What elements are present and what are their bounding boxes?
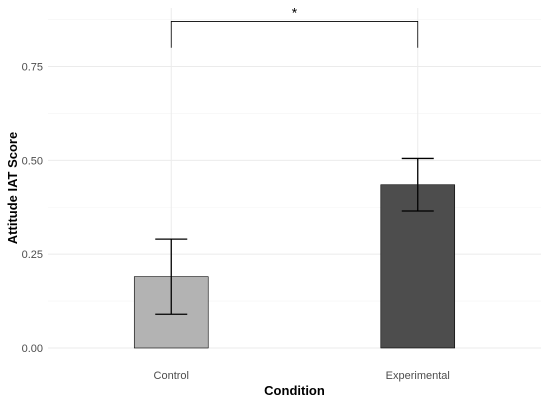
y-tick-label: 0.75 (22, 62, 43, 74)
y-tick-label: 0.00 (22, 343, 43, 355)
significance-line (170, 21, 419, 48)
x-axis-title: Condition (264, 383, 325, 398)
error-bar-experimental (401, 157, 434, 212)
significance-bracket: * (170, 4, 419, 48)
y-tick-labels: 0.00 0.25 0.50 0.75 (22, 62, 43, 356)
significance-label: * (292, 4, 298, 20)
x-tick-labels: Control Experimental (154, 370, 450, 382)
error-bars (155, 157, 434, 315)
y-tick-label: 0.50 (22, 155, 43, 167)
x-tick-label: Experimental (386, 370, 450, 382)
x-tick-label: Control (154, 370, 189, 382)
error-bar-control (155, 238, 188, 315)
y-tick-label: 0.25 (22, 249, 43, 261)
y-axis-title: Attitude IAT Score (5, 132, 20, 244)
bar-experimental (380, 184, 456, 349)
grid (48, 8, 541, 349)
bars (133, 184, 456, 349)
